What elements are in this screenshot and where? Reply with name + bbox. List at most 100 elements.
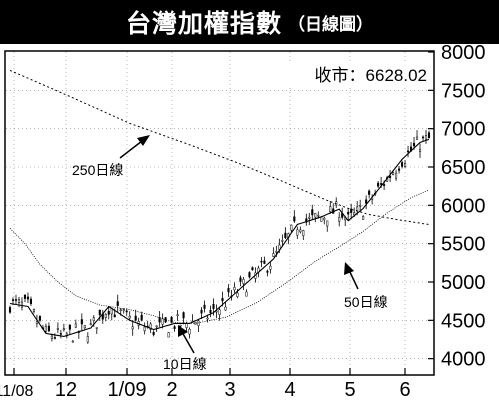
candle-body — [209, 310, 212, 314]
candle-body — [296, 229, 299, 236]
annotation-50-arrowhead — [344, 262, 354, 275]
candle-body — [80, 319, 83, 325]
close-label-bg — [284, 61, 430, 87]
candle-body — [161, 318, 164, 325]
candle-body — [35, 320, 38, 324]
candle-body — [401, 162, 404, 167]
candle-body — [23, 294, 27, 299]
y-tick-label-7: 7500 — [441, 80, 486, 102]
candle-body — [62, 328, 65, 331]
x-tick-label-2: 1/09 — [108, 379, 147, 401]
candle-body — [272, 253, 275, 257]
ma10-line — [9, 138, 430, 337]
candle-body — [8, 307, 12, 313]
candle-body — [305, 218, 308, 223]
candle-body — [398, 168, 401, 171]
candle-body — [251, 267, 254, 271]
chart-title: 台灣加權指數 — [125, 10, 282, 38]
x-tick-label-5: 4 — [284, 379, 295, 401]
candle-body — [74, 323, 77, 328]
candlestick-chart: 收市：6628.02 4000 4500 5000 5500 6000 6500 7000 7… — [0, 44, 486, 401]
candle-body — [353, 212, 356, 216]
candle-body — [131, 326, 134, 330]
candle-body — [197, 320, 200, 326]
x-tick-label-3: 2 — [166, 379, 177, 401]
candle-body — [17, 299, 21, 303]
candle-body — [329, 206, 332, 212]
candle-body — [424, 135, 428, 140]
candle-body — [218, 309, 221, 315]
y-tick-label-8: 8000 — [441, 44, 486, 64]
candle-body — [269, 265, 272, 270]
candle-body — [29, 298, 32, 304]
candle-body — [167, 332, 170, 338]
candle-body — [281, 240, 284, 242]
candle-body — [383, 184, 386, 186]
candle-body — [173, 326, 176, 329]
y-tick-label-2: 5000 — [441, 272, 486, 294]
candle-body — [248, 272, 251, 278]
candle-body — [362, 216, 365, 220]
candle-body — [314, 213, 317, 218]
candle-body — [260, 260, 263, 263]
candle-body — [128, 315, 131, 319]
candle-body — [407, 150, 410, 153]
annotation-10: 10日線 — [163, 325, 207, 372]
candle-body — [107, 311, 110, 315]
candle-body — [227, 288, 230, 293]
candle-body — [104, 313, 107, 318]
candle-body — [206, 317, 209, 320]
candle-body — [53, 337, 56, 339]
candle-body — [89, 323, 92, 325]
candle-body — [290, 224, 293, 231]
candle-body — [359, 205, 362, 207]
candle-body — [412, 142, 416, 147]
candle-body — [299, 229, 302, 233]
candle-body — [140, 314, 143, 321]
candle-body — [392, 172, 395, 175]
candle-body — [119, 309, 122, 311]
candle-body — [200, 309, 203, 314]
candles — [8, 129, 431, 344]
candle-body — [56, 327, 59, 330]
candle-body — [347, 211, 350, 215]
candle-body — [242, 278, 245, 284]
candle-body — [125, 310, 128, 313]
candle-body — [98, 309, 101, 316]
candle-body — [221, 297, 224, 302]
candle-body — [176, 314, 179, 316]
candle-body — [113, 314, 116, 318]
candle-body — [427, 132, 431, 139]
candle-body — [71, 340, 74, 343]
candle-body — [311, 209, 314, 216]
title-bar: 台灣加權指數 （日線圖） — [0, 0, 499, 44]
annotation-50-arrow — [348, 269, 359, 290]
candle-body — [20, 301, 24, 308]
candle-body — [404, 162, 407, 167]
annotation-250: 250日線 — [72, 135, 150, 178]
candle-body — [149, 323, 152, 330]
ma50-line — [9, 189, 430, 324]
x-tick-label-1: 12 — [55, 379, 77, 401]
candle-body — [323, 217, 326, 221]
candle-body — [308, 216, 311, 219]
candle-body — [116, 301, 119, 306]
candle-body — [122, 309, 125, 312]
annotation-50: 50日線 — [344, 262, 388, 310]
candle-body — [236, 292, 239, 297]
candle-body — [32, 309, 35, 312]
y-axis: 4000 4500 5000 5500 6000 6500 7000 7500 8000 — [428, 44, 486, 371]
candle-body — [59, 333, 62, 335]
y-tick-label-0: 4000 — [441, 349, 486, 371]
close-label: 收市：6628.02 — [315, 66, 427, 85]
candle-body — [83, 325, 86, 329]
annotation-250-arrow — [119, 140, 143, 159]
candle-body — [26, 296, 30, 300]
candle-body — [152, 331, 155, 336]
annotation-250-arrowhead — [137, 135, 150, 146]
candle-body — [68, 324, 71, 330]
candle-body — [389, 175, 392, 178]
candle-body — [415, 136, 419, 140]
ma250-line — [9, 69, 430, 225]
annotation-10-arrow — [181, 331, 195, 354]
